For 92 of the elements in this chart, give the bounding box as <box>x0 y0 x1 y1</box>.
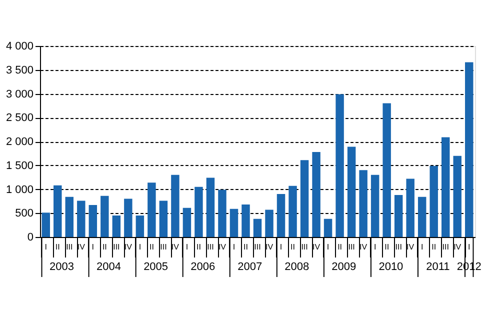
y-tick-label: 3 500 <box>6 64 34 76</box>
x-tick-label: I <box>468 242 470 252</box>
bar <box>336 94 344 237</box>
bar <box>406 178 414 237</box>
bar <box>88 205 98 237</box>
bar <box>230 208 238 237</box>
x-tick-label: I <box>44 242 47 252</box>
y-tick-label: 0 <box>27 232 34 244</box>
x-tick-label: IV <box>360 242 368 252</box>
y-tick-label: 1 000 <box>6 184 34 196</box>
bar <box>430 166 438 237</box>
x-tick-label: IV <box>124 242 133 252</box>
y-tick-label: 4 000 <box>6 40 34 52</box>
x-tick-label: III <box>442 242 449 252</box>
bar <box>465 62 474 237</box>
bar <box>347 146 356 237</box>
x-tick-label: III <box>113 242 120 252</box>
x-tick-label: I <box>326 242 330 252</box>
x-tick-label: II <box>338 242 342 252</box>
text: 2005 <box>144 261 168 273</box>
bar <box>359 170 368 237</box>
x-tick-label: II <box>244 242 248 252</box>
y-tick-label: 1 500 <box>6 160 34 172</box>
x-tick-label: IV <box>265 242 274 252</box>
x-tick-label: II <box>290 242 295 252</box>
bar <box>124 198 132 237</box>
bar <box>112 216 121 237</box>
x-tick-label: II <box>196 242 201 252</box>
y-tick-label: 2 500 <box>6 112 34 124</box>
x-tick-label: II <box>432 242 436 252</box>
bar <box>370 174 380 237</box>
x-tick-label: II <box>55 242 60 252</box>
y-tick-label: 2 000 <box>6 136 34 148</box>
x-tick-label: IV <box>218 242 227 252</box>
bar <box>206 178 215 237</box>
bar <box>54 185 62 237</box>
x-tick-label: IV <box>454 242 462 252</box>
y-tick-label: 500 <box>15 208 34 220</box>
x-tick-label: III <box>395 242 402 252</box>
bar <box>136 216 144 237</box>
bar <box>100 196 109 237</box>
x-tick-label: IV <box>171 242 180 252</box>
bar <box>171 174 180 237</box>
x-tick-label: I <box>420 242 424 252</box>
x-tick-label: I <box>232 242 236 252</box>
bar <box>148 182 156 237</box>
bar <box>276 194 286 237</box>
bar <box>394 194 403 237</box>
x-tick-label: III <box>254 242 261 252</box>
bar <box>300 160 309 237</box>
x-tick-label: I <box>92 242 94 252</box>
text: 2008 <box>284 261 310 273</box>
text: 2003 <box>50 261 74 273</box>
bar <box>288 186 297 237</box>
bar <box>42 212 50 237</box>
x-tick-label: III <box>207 242 214 252</box>
bar <box>382 103 391 237</box>
x-tick-label: I <box>280 242 282 252</box>
x-tick-label: IV <box>77 242 86 252</box>
bar <box>453 156 462 237</box>
bar <box>77 200 86 237</box>
bar <box>242 204 250 237</box>
text: 2004 <box>96 261 122 273</box>
bar <box>265 210 274 237</box>
bar <box>159 200 168 237</box>
text: 2006 <box>190 261 216 273</box>
x-tick-label: I <box>374 242 376 252</box>
bar <box>441 137 450 237</box>
x-tick-label: I <box>186 242 188 252</box>
x-tick-label: III <box>348 242 355 252</box>
x-tick-label: I <box>138 242 142 252</box>
x-tick-label: III <box>160 242 167 252</box>
bar <box>218 190 226 237</box>
x-tick-label: II <box>149 242 154 252</box>
text: 2010 <box>378 261 404 273</box>
text: 2011 <box>426 261 450 273</box>
x-tick-label: II <box>102 242 107 252</box>
bar <box>418 196 426 237</box>
x-tick-label: II <box>384 242 390 252</box>
bar <box>312 152 320 237</box>
x-tick-label: III <box>66 242 73 252</box>
bar <box>253 218 262 237</box>
bar <box>65 196 74 237</box>
x-tick-label: IV <box>312 242 321 252</box>
x-tick-label: III <box>301 242 308 252</box>
bar <box>182 208 192 237</box>
x-tick-label: IV <box>406 242 415 252</box>
bar <box>324 218 332 237</box>
bar <box>194 186 203 237</box>
text: 2009 <box>332 261 356 273</box>
text: 2007 <box>238 261 262 273</box>
y-tick-label: 3 000 <box>6 88 34 100</box>
